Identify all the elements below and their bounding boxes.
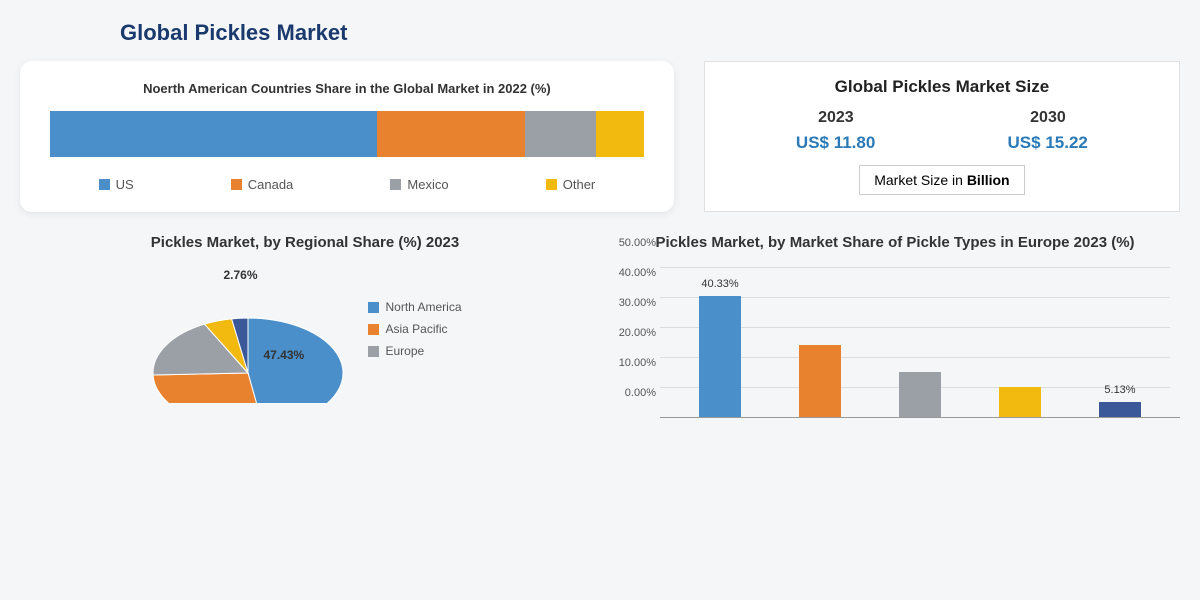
unit-bold: Billion: [967, 172, 1010, 188]
bar: [1099, 402, 1141, 417]
pie-legend-item: Asia Pacific: [368, 322, 461, 336]
size-title: Global Pickles Market Size: [730, 77, 1154, 97]
pie-label-a: 2.76%: [223, 268, 257, 282]
y-tick: 50.00%: [619, 237, 656, 249]
pie-wrap: 2.76% 47.43% North America Asia Pacific Eu…: [20, 263, 590, 403]
bar: [899, 372, 941, 417]
legend-label: Other: [563, 177, 596, 192]
stacked-segment: [525, 111, 596, 157]
pie-title: Pickles Market, by Regional Share (%) 20…: [20, 232, 590, 253]
bar-col: [799, 345, 841, 417]
main-title: Global Pickles Market: [120, 20, 1180, 46]
bar-value-label: 5.13%: [1104, 384, 1135, 396]
legend-swatch: [99, 179, 110, 190]
bar-value-label: 40.33%: [701, 278, 738, 290]
bar: [699, 296, 741, 417]
legend-label: North America: [385, 300, 461, 314]
stacked-title: Noerth American Countries Share in the G…: [50, 81, 644, 96]
legend-swatch: [546, 179, 557, 190]
pie-legend-item: Europe: [368, 344, 461, 358]
legend-swatch: [368, 324, 379, 335]
bar-col: [999, 387, 1041, 417]
size-values: US$ 11.80 US$ 15.22: [730, 133, 1154, 153]
unit-prefix: Market Size in: [874, 172, 967, 188]
legend-swatch: [368, 302, 379, 313]
pie-svg: [148, 263, 348, 403]
legend-item: Other: [546, 177, 596, 192]
legend-swatch: [231, 179, 242, 190]
legend-item: Canada: [231, 177, 294, 192]
bar-col: 5.13%: [1099, 402, 1141, 417]
size-years: 2023 2030: [730, 109, 1154, 127]
bar: [999, 387, 1041, 417]
stacked-legend: US Canada Mexico Other: [50, 177, 644, 192]
pie-chart: 2.76% 47.43%: [148, 263, 348, 403]
bar-plot: 40.33% 5.13%: [660, 268, 1180, 418]
stacked-card: Noerth American Countries Share in the G…: [20, 61, 674, 212]
pie-legend: North America Asia Pacific Europe: [368, 300, 461, 366]
legend-label: Europe: [385, 344, 424, 358]
y-tick: 10.00%: [619, 357, 656, 369]
legend-item: Mexico: [390, 177, 448, 192]
y-tick: 30.00%: [619, 297, 656, 309]
legend-label: Canada: [248, 177, 294, 192]
y-axis: 0.00%10.00%20.00%30.00%40.00%50.00%: [610, 268, 660, 418]
bar-col: [899, 372, 941, 417]
year-1: 2023: [818, 109, 854, 127]
pie-section: Pickles Market, by Regional Share (%) 20…: [20, 232, 590, 438]
bar-section: Pickles Market, by Market Share of Pickl…: [610, 232, 1180, 438]
top-row: Noerth American Countries Share in the G…: [20, 61, 1180, 212]
val-2: US$ 15.22: [1008, 133, 1088, 153]
bar-col: 40.33%: [699, 296, 741, 417]
pie-legend-item: North America: [368, 300, 461, 314]
bar: [799, 345, 841, 417]
stacked-segment: [596, 111, 644, 157]
bar-chart: 0.00%10.00%20.00%30.00%40.00%50.00% 40.3…: [610, 268, 1180, 438]
year-2: 2030: [1030, 109, 1066, 127]
legend-swatch: [390, 179, 401, 190]
pie-label-b: 47.43%: [263, 348, 304, 362]
y-tick: 0.00%: [625, 387, 656, 399]
y-tick: 20.00%: [619, 327, 656, 339]
bottom-row: Pickles Market, by Regional Share (%) 20…: [20, 232, 1180, 438]
stacked-segment: [377, 111, 525, 157]
legend-swatch: [368, 346, 379, 357]
pie-slice: [154, 373, 264, 403]
size-unit: Market Size in Billion: [859, 165, 1024, 195]
legend-label: Mexico: [407, 177, 448, 192]
market-size-card: Global Pickles Market Size 2023 2030 US$…: [704, 61, 1180, 212]
legend-item: US: [99, 177, 134, 192]
legend-label: Asia Pacific: [385, 322, 447, 336]
stacked-segment: [50, 111, 377, 157]
legend-label: US: [116, 177, 134, 192]
val-1: US$ 11.80: [796, 133, 875, 153]
stacked-bar: [50, 111, 644, 157]
bar-title: Pickles Market, by Market Share of Pickl…: [610, 232, 1180, 253]
y-tick: 40.00%: [619, 267, 656, 279]
